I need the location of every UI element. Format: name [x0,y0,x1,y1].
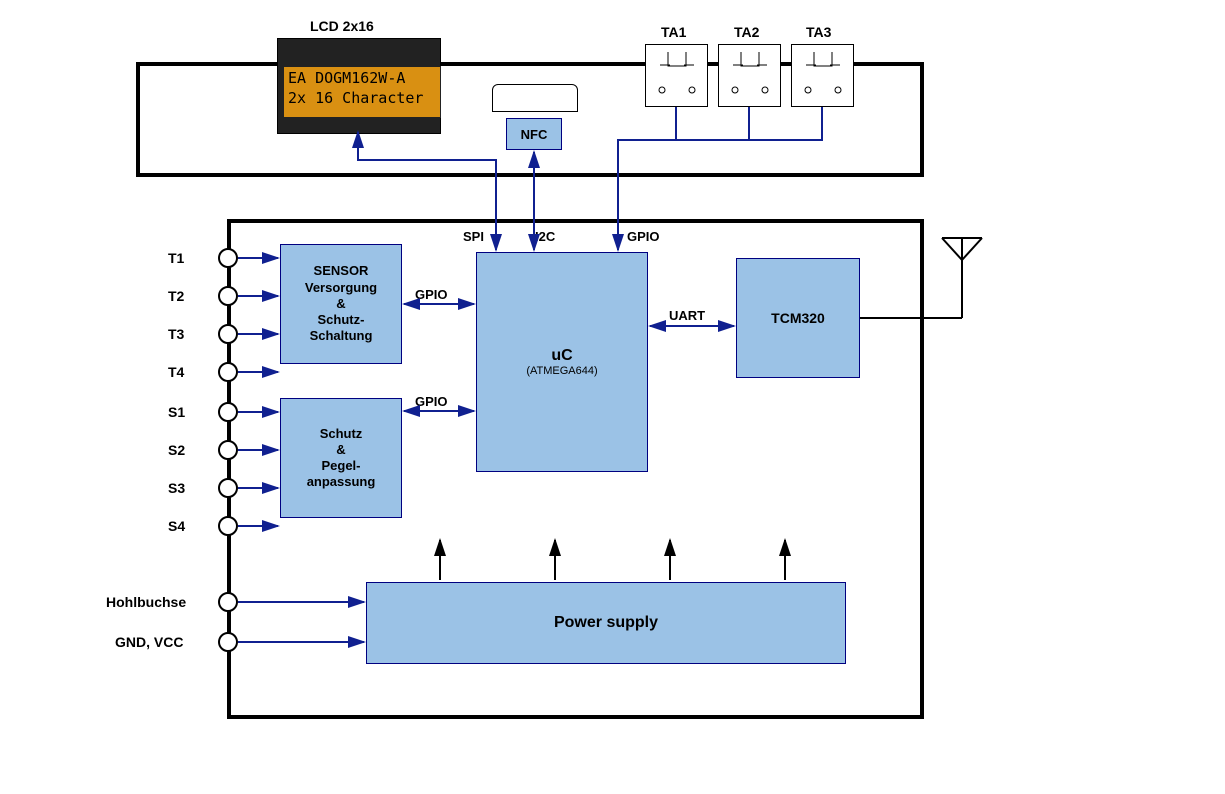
s1-label: S1 [168,404,185,420]
s4-label: S4 [168,518,185,534]
lcd-header-label: LCD 2x16 [310,18,374,34]
nfc-antenna [492,84,578,112]
ta1-button [645,44,708,107]
schutz-l1: Schutz [320,426,363,442]
uc-block: uC (ATMEGA644) [476,252,648,472]
power-label: Power supply [554,614,658,632]
sensor-l5: Schaltung [310,328,373,344]
schutz-block: Schutz & Pegel- anpassung [280,398,402,518]
t1-port [218,248,238,268]
tcm-label: TCM320 [771,310,825,326]
t2-port [218,286,238,306]
spi-label: SPI [463,229,484,244]
uart-label: UART [669,308,705,323]
nfc-block: NFC [506,118,562,150]
s2-port [218,440,238,460]
schutz-l2: & [336,442,345,458]
tcm320-block: TCM320 [736,258,860,378]
s1-port [218,402,238,422]
i2c-label: I2C [535,229,555,244]
power-supply-block: Power supply [366,582,846,664]
uc-sub: (ATMEGA644) [526,365,597,377]
sensor-l2: Versorgung [305,280,377,296]
nfc-label: NFC [521,127,548,142]
sensor-l1: SENSOR [314,263,369,279]
t2-label: T2 [168,288,184,304]
uc-title: uC [551,347,572,365]
hohlbuchse-label: Hohlbuchse [106,594,186,610]
s3-port [218,478,238,498]
ta3-button [791,44,854,107]
t4-port [218,362,238,382]
t3-port [218,324,238,344]
s4-port [218,516,238,536]
t4-label: T4 [168,364,184,380]
gnd-vcc-label: GND, VCC [115,634,183,650]
diagram-canvas: LCD 2x16 EA DOGM162W-A 2x 16 Character N… [0,0,1225,794]
sensor-block: SENSOR Versorgung & Schutz- Schaltung [280,244,402,364]
hohlbuchse-port [218,592,238,612]
lcd-screen: EA DOGM162W-A 2x 16 Character [283,66,441,118]
gnd-vcc-port [218,632,238,652]
t3-label: T3 [168,326,184,342]
s2-label: S2 [168,442,185,458]
ta3-label: TA3 [806,24,831,40]
gpio-top-label: GPIO [627,229,660,244]
gpio-sensor-label: GPIO [415,287,448,302]
lcd-line2: 2x 16 Character [288,89,436,109]
s3-label: S3 [168,480,185,496]
gpio-schutz-label: GPIO [415,394,448,409]
schutz-l4: anpassung [307,474,376,490]
sensor-l3: & [336,296,345,312]
ta2-label: TA2 [734,24,759,40]
ta2-button [718,44,781,107]
schutz-l3: Pegel- [321,458,360,474]
sensor-l4: Schutz- [318,312,365,328]
lcd-line1: EA DOGM162W-A [288,69,436,89]
t1-label: T1 [168,250,184,266]
ta1-label: TA1 [661,24,686,40]
